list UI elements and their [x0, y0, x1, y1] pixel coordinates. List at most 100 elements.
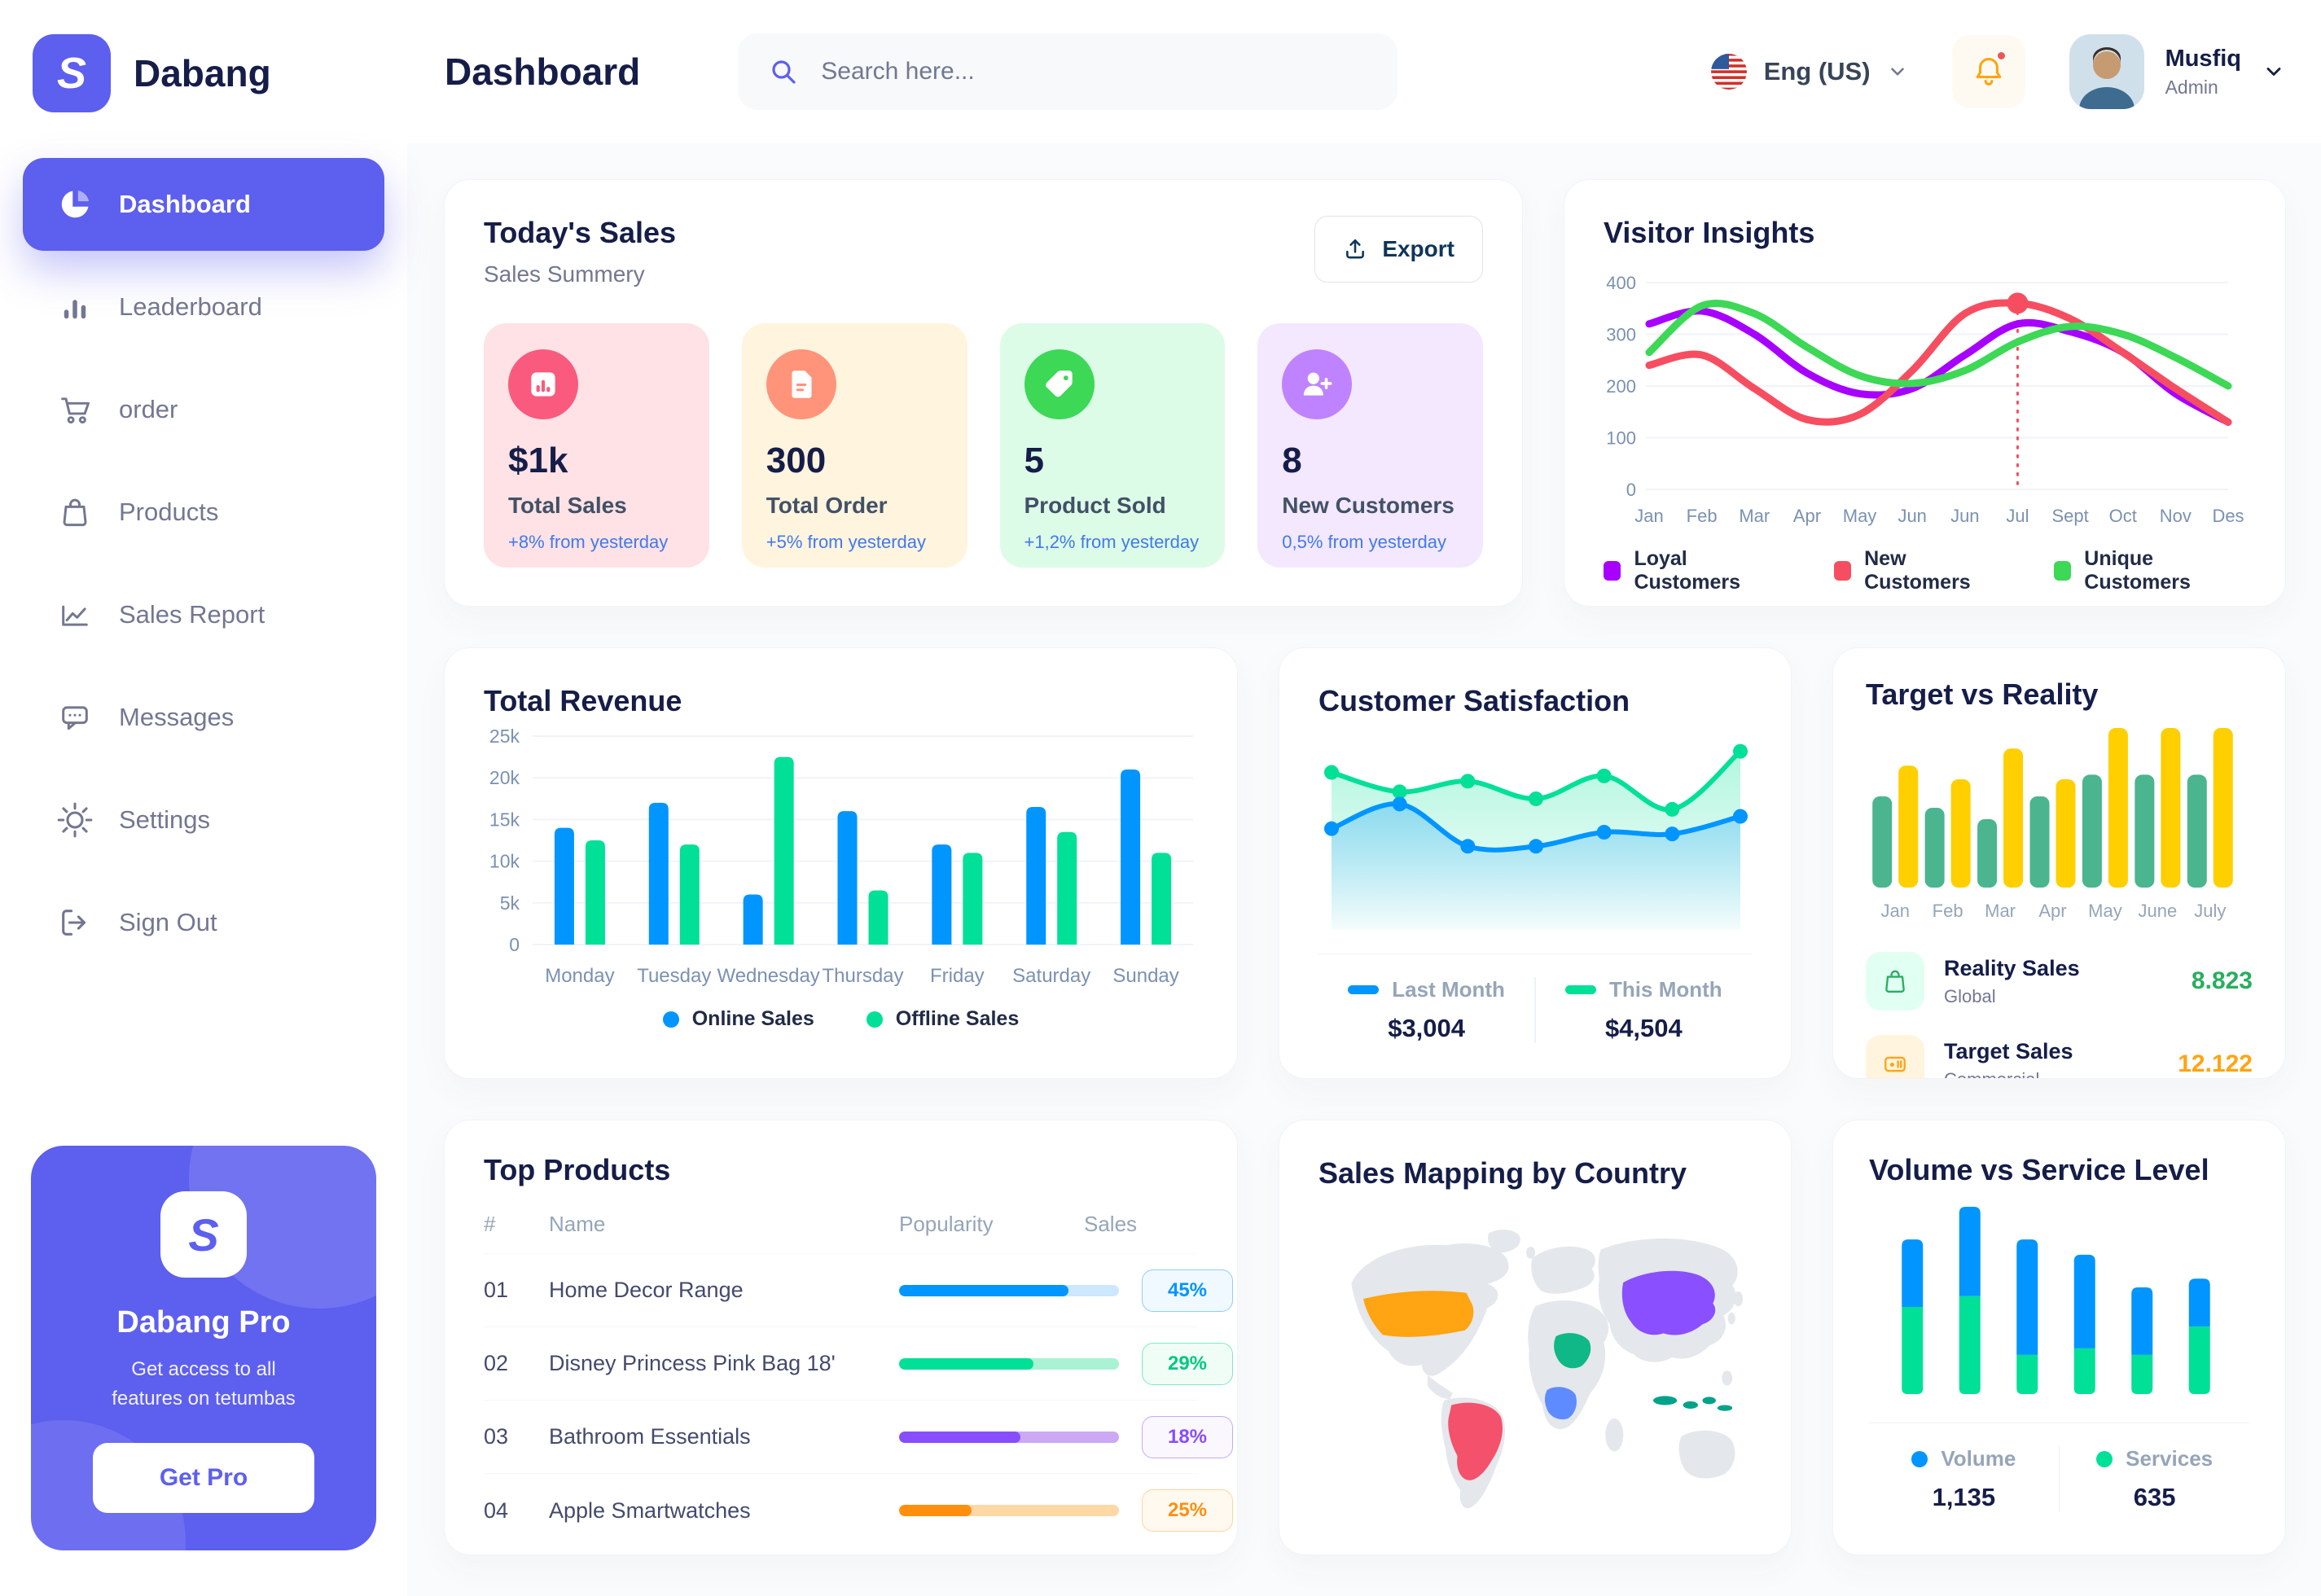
sidebar-item-settings[interactable]: Settings: [23, 774, 384, 866]
this-month-total: $4,504: [1604, 1014, 1683, 1042]
sales-chart-icon: [508, 349, 578, 419]
main-area: Dashboard Eng (US) Musfiq Admin: [407, 0, 2321, 1596]
order-doc-icon: [766, 349, 836, 419]
stat-label: Total Sales: [508, 493, 627, 518]
visitor-insights-title: Visitor Insights: [1604, 216, 1815, 249]
sidebar-item-dashboard[interactable]: Dashboard: [23, 158, 384, 251]
services-total: 635: [2133, 1483, 2176, 1511]
svg-text:Jun: Jun: [1898, 506, 1926, 526]
sidebar-item-messages[interactable]: Messages: [23, 671, 384, 764]
pro-title: Dabang Pro: [116, 1305, 291, 1340]
tag-icon: [1024, 349, 1095, 419]
export-button[interactable]: Export: [1314, 216, 1483, 283]
svg-text:10k: 10k: [489, 851, 520, 872]
svg-text:0: 0: [1626, 480, 1636, 500]
visitor-insights-legend: Loyal Customers New Customers Unique Cus…: [1604, 547, 2246, 594]
country-saudi[interactable]: [1554, 1333, 1591, 1369]
svg-text:Apr: Apr: [2038, 901, 2066, 921]
top-products-card: Top Products # Name Popularity Sales 01 Hom…: [444, 1120, 1238, 1555]
svg-text:Nov: Nov: [2160, 506, 2192, 526]
cart-icon: [61, 397, 90, 424]
legend-swatch: [1833, 561, 1852, 581]
sales-badge: 18%: [1142, 1415, 1233, 1458]
stat-label: New Customers: [1282, 493, 1454, 518]
sidebar-item-label: Sales Report: [119, 600, 265, 629]
stat-label: Total Order: [766, 493, 888, 518]
sidebar-item-products[interactable]: Products: [23, 466, 384, 559]
brand-logo-icon: S: [33, 34, 111, 112]
volume-service-card: Volume vs Service Level Volume 1,135 Ser…: [1832, 1120, 2286, 1555]
pro-subtitle: Get access to all features on tetumbas: [112, 1358, 296, 1410]
world-map: [1318, 1212, 1752, 1534]
stat-total-sales: $1k Total Sales +8% from yesterday: [484, 323, 709, 568]
popularity-bar: [899, 1505, 1119, 1516]
country-brazil[interactable]: [1448, 1402, 1503, 1480]
stat-product-sold: 5 Product Sold +1,2% from yesterday: [999, 323, 1226, 568]
table-header: # Name Popularity Sales: [484, 1187, 1198, 1254]
sidebar-item-sales-report[interactable]: Sales Report: [23, 568, 384, 661]
todays-sales-subtitle: Sales Summery: [484, 261, 645, 287]
language-selector[interactable]: Eng (US): [1710, 53, 1908, 90]
sales-mapping-card: Sales Mapping by Country: [1279, 1120, 1792, 1555]
user-role: Admin: [2165, 76, 2218, 98]
pie-chart-icon: [61, 190, 90, 218]
sales-badge: 45%: [1142, 1269, 1233, 1312]
country-china[interactable]: [1621, 1270, 1716, 1335]
chevron-down-icon: [1890, 68, 1904, 76]
table-row[interactable]: 04 Apple Smartwatches 25%: [484, 1474, 1233, 1547]
svg-text:Wednesday: Wednesday: [717, 965, 819, 987]
country-indonesia[interactable]: [1652, 1396, 1733, 1411]
us-flag-icon: [1710, 54, 1747, 90]
sidebar-item-sign-out[interactable]: Sign Out: [23, 876, 384, 969]
stat-delta: +1,2% from yesterday: [1024, 532, 1200, 552]
table-row[interactable]: 03 Bathroom Essentials 18%: [484, 1401, 1233, 1474]
sidebar-item-label: Settings: [119, 805, 211, 834]
sidebar-item-order[interactable]: order: [23, 363, 384, 456]
search-bar[interactable]: [738, 33, 1398, 110]
legend-swatch: [2053, 561, 2072, 581]
volume-service-chart: [1869, 1195, 2249, 1405]
svg-text:0: 0: [509, 934, 520, 955]
header-controls: Eng (US) Musfiq Admin: [1710, 34, 2285, 109]
pro-logo-icon: S: [160, 1191, 247, 1278]
sidebar-nav: Dashboard Leaderboard order Products Sal…: [23, 158, 384, 969]
table-row[interactable]: 01 Home Decor Range 45%: [484, 1254, 1233, 1327]
target-vs-reality-chart: Jan Feb Mar Apr May June July: [1866, 720, 2253, 929]
svg-text:Sunday: Sunday: [1112, 965, 1178, 987]
svg-text:20k: 20k: [489, 767, 520, 788]
svg-text:Jan: Jan: [1880, 901, 1909, 921]
customer-satisfaction-chart: [1318, 726, 1752, 936]
todays-sales-card: Today's Sales Sales Summery Export $1k: [444, 179, 1523, 607]
reality-sales-row: Reality Sales Global 8.823: [1866, 952, 2253, 1011]
page-title: Dashboard: [445, 50, 641, 93]
legend-dot: [1911, 1450, 1928, 1467]
table-row[interactable]: 02 Disney Princess Pink Bag 18' 29%: [484, 1327, 1233, 1401]
stat-label: Product Sold: [1024, 493, 1166, 518]
svg-text:100: 100: [1606, 428, 1636, 449]
sidebar-item-leaderboard[interactable]: Leaderboard: [23, 261, 384, 353]
notification-bell[interactable]: [1951, 35, 2025, 108]
sidebar-item-label: Leaderboard: [119, 292, 262, 321]
sidebar-item-label: order: [119, 395, 178, 423]
svg-text:Oct: Oct: [2109, 506, 2137, 526]
total-revenue-title: Total Revenue: [484, 684, 682, 717]
legend-divider: [1534, 977, 1536, 1043]
volume-service-title: Volume vs Service Level: [1869, 1153, 2209, 1186]
get-pro-button[interactable]: Get Pro: [93, 1443, 314, 1513]
pro-card: S Dabang Pro Get access to all features o…: [31, 1146, 376, 1550]
search-input[interactable]: [821, 58, 1369, 86]
brand: S Dabang: [23, 28, 384, 137]
country-congo[interactable]: [1544, 1387, 1577, 1420]
svg-text:Saturday: Saturday: [1012, 965, 1090, 987]
bell-icon: [1976, 58, 2001, 86]
svg-text:Friday: Friday: [930, 965, 985, 987]
svg-text:Mar: Mar: [1985, 901, 2016, 921]
legend-dot: [866, 1011, 883, 1028]
legend-dash: [1565, 985, 1597, 994]
country-usa[interactable]: [1363, 1291, 1474, 1337]
user-name: Musfiq: [2165, 45, 2241, 72]
legend-dot: [662, 1011, 679, 1028]
svg-text:Mar: Mar: [1739, 506, 1770, 526]
svg-text:July: July: [2194, 901, 2226, 921]
user-menu[interactable]: Musfiq Admin: [2069, 34, 2285, 109]
